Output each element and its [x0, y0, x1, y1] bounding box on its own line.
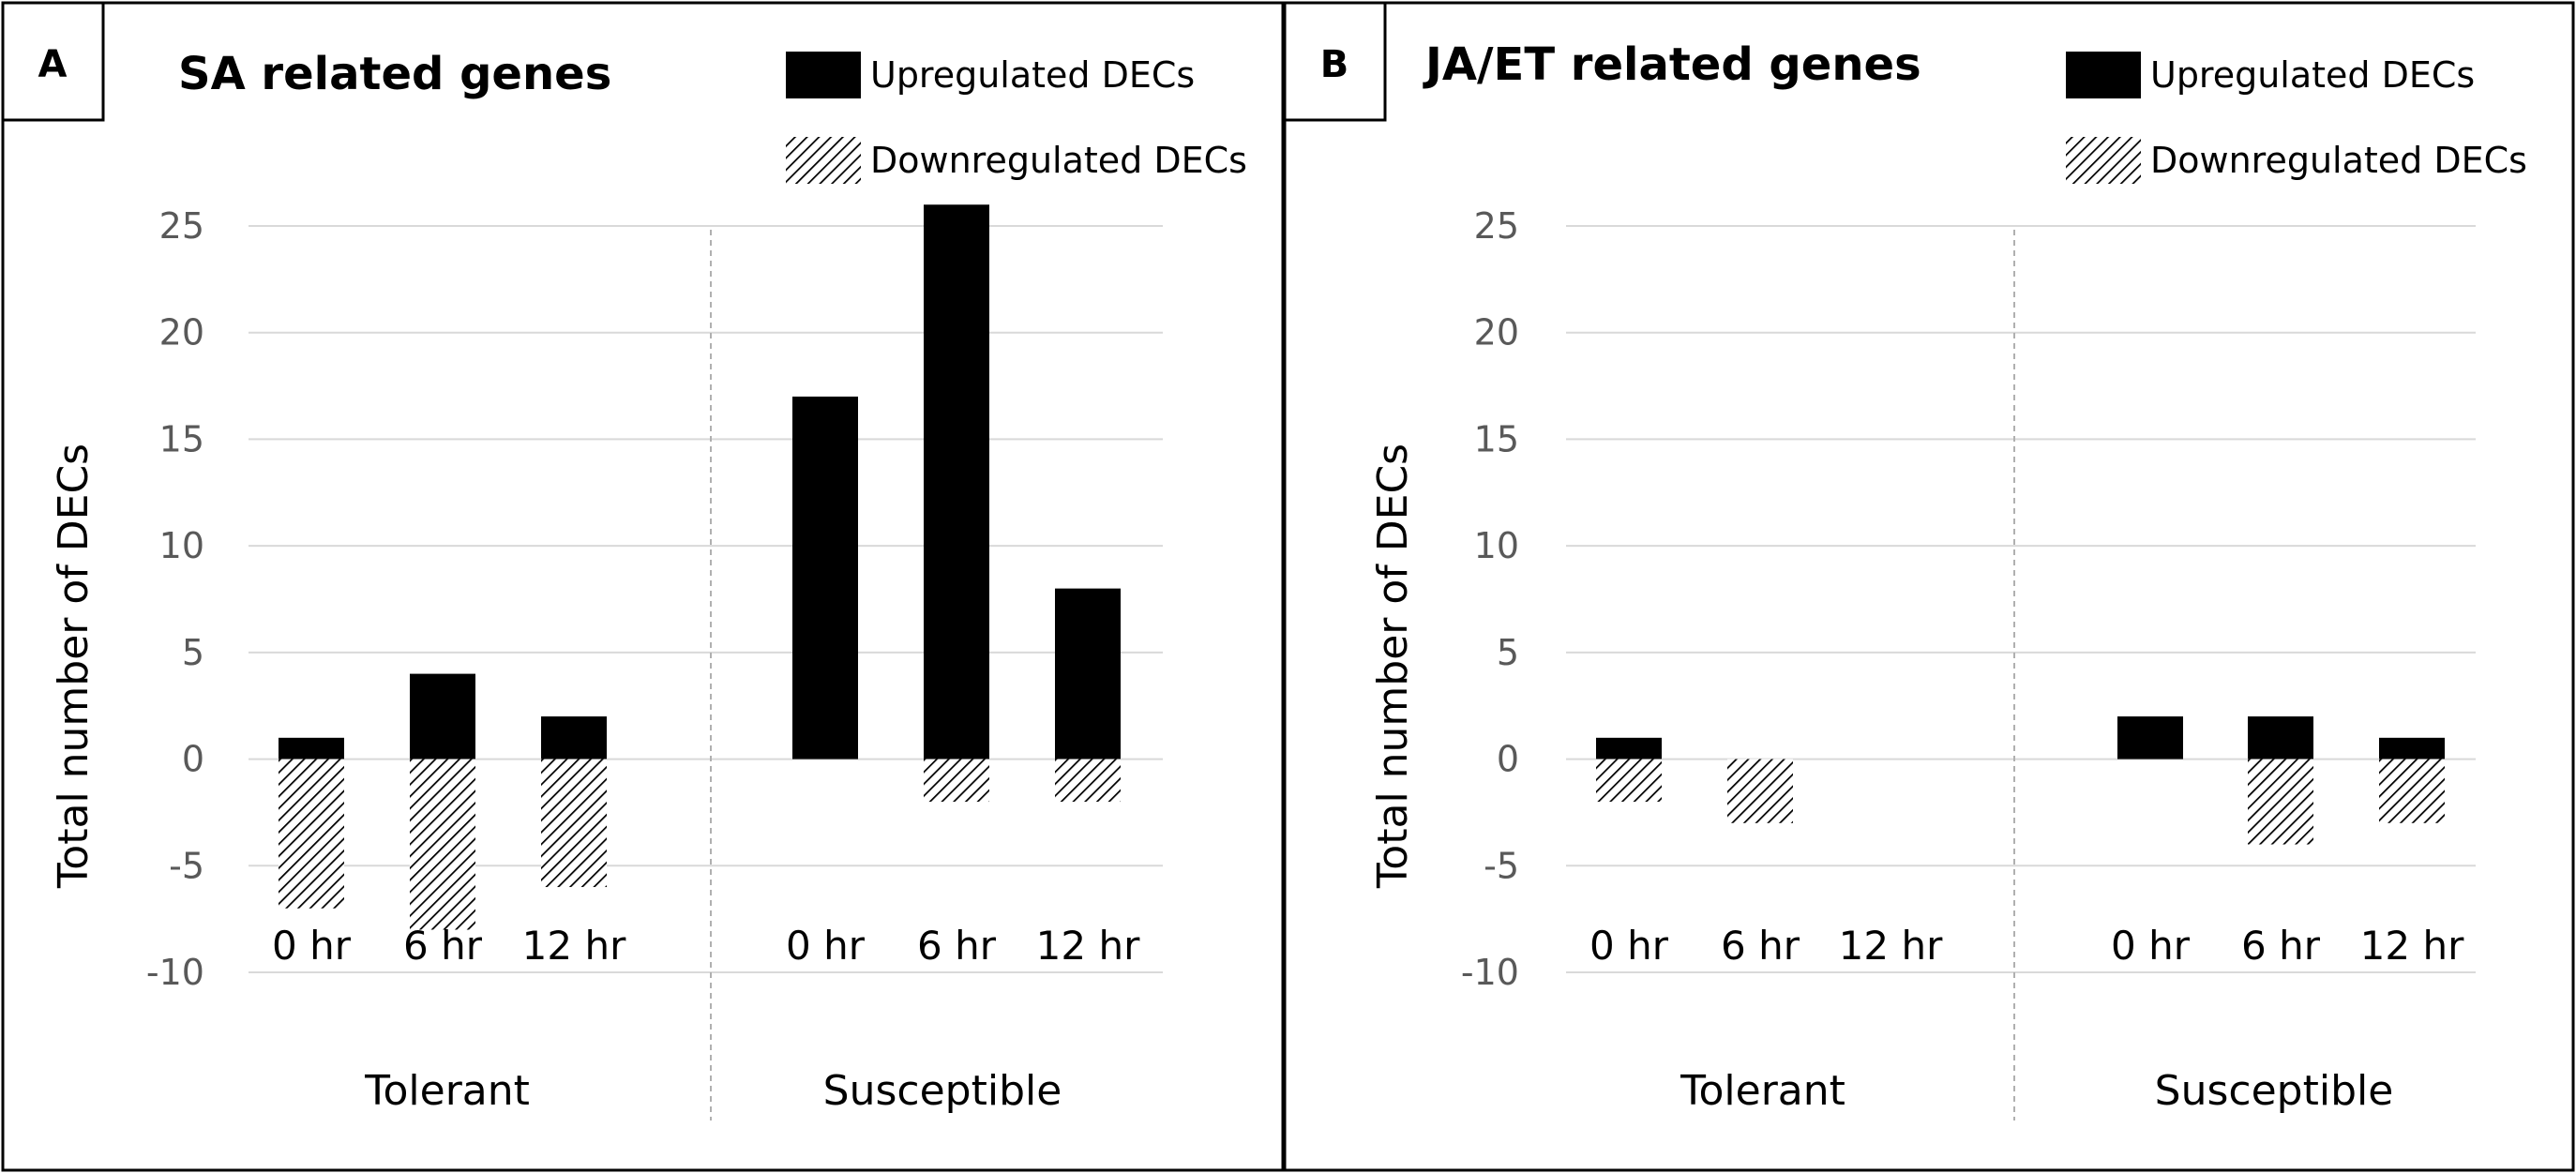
x-tick-label: 6 hr: [1721, 923, 1800, 969]
panel-label: A: [38, 43, 68, 86]
x-tick-label: 12 hr: [1839, 923, 1943, 969]
x-tick-label: 12 hr: [1036, 923, 1140, 969]
y-axis-label: Total number of DECs: [1369, 444, 1417, 889]
y-tick-label: -10: [146, 952, 204, 993]
bar-upregulated-4: [2248, 716, 2313, 759]
bar-downregulated-1: [1727, 759, 1793, 823]
x-tick-label: 6 hr: [2241, 923, 2321, 969]
x-tick-label: 6 hr: [403, 923, 483, 969]
x-tick-label: 12 hr: [2360, 923, 2464, 969]
legend-label-up: Upregulated DECs: [2150, 54, 2475, 96]
bar-upregulated-1: [410, 673, 475, 759]
panel-a: A SA related genes Upregulated DECs Down…: [1, 1, 1285, 1172]
y-tick-label: 20: [159, 312, 204, 353]
y-tick-label: 15: [159, 418, 204, 459]
bar-downregulated-1: [410, 759, 475, 930]
y-tick-label: 25: [1474, 205, 1519, 247]
bar-upregulated-5: [1055, 588, 1121, 759]
legend-label-up: Upregulated DECs: [870, 54, 1195, 96]
group-label-tolerant: Tolerant: [364, 1067, 530, 1115]
x-tick-label: 12 hr: [522, 923, 626, 969]
bar-upregulated-4: [924, 204, 989, 759]
chart-title: JA/ET related genes: [1423, 38, 1921, 91]
bar-upregulated-2: [541, 716, 607, 759]
legend-label-down: Downregulated DECs: [870, 140, 1247, 181]
bar-downregulated-0: [279, 759, 344, 909]
y-tick-label: -5: [1484, 845, 1519, 886]
legend-swatch-up: [2066, 52, 2141, 98]
x-tick-label: 0 hr: [2111, 923, 2191, 969]
panel-label: B: [1320, 43, 1349, 86]
group-label-susceptible: Susceptible: [823, 1067, 1062, 1115]
y-tick-label: 5: [1497, 632, 1519, 673]
legend-swatch-down: [786, 137, 861, 184]
bar-upregulated-5: [2379, 737, 2445, 759]
y-tick-label: 5: [182, 632, 204, 673]
bar-downregulated-4: [924, 759, 989, 803]
x-tick-label: 0 hr: [272, 923, 352, 969]
legend-swatch-up: [786, 52, 861, 98]
x-tick-label: 0 hr: [1589, 923, 1669, 969]
bar-downregulated-2: [541, 759, 607, 888]
bar-upregulated-0: [279, 737, 344, 759]
y-axis-label: Total number of DECs: [50, 444, 98, 889]
bar-downregulated-5: [1055, 759, 1121, 803]
x-tick-label: 6 hr: [917, 923, 997, 969]
bar-upregulated-0: [1596, 737, 1662, 759]
bar-upregulated-3: [2117, 716, 2183, 759]
bar-upregulated-3: [792, 396, 858, 759]
group-label-tolerant: Tolerant: [1680, 1067, 1845, 1115]
y-tick-label: 10: [159, 525, 204, 566]
legend-swatch-down: [2066, 137, 2141, 184]
legend-label-down: Downregulated DECs: [2150, 140, 2527, 181]
y-tick-label: -10: [1461, 952, 1519, 993]
bar-downregulated-5: [2379, 759, 2445, 823]
y-tick-label: 0: [1497, 739, 1519, 780]
y-tick-label: -5: [169, 845, 204, 886]
y-tick-label: 10: [1474, 525, 1519, 566]
bar-downregulated-0: [1596, 759, 1662, 803]
y-tick-label: 25: [159, 205, 204, 247]
group-label-susceptible: Susceptible: [2155, 1067, 2394, 1115]
panel-b: B JA/ET related genes Upregulated DECs D…: [1283, 1, 2575, 1172]
chart-title: SA related genes: [178, 48, 611, 100]
y-tick-label: 15: [1474, 418, 1519, 459]
bar-downregulated-4: [2248, 759, 2313, 845]
y-tick-label: 20: [1474, 312, 1519, 353]
x-tick-label: 0 hr: [786, 923, 866, 969]
y-tick-label: 0: [182, 739, 204, 780]
